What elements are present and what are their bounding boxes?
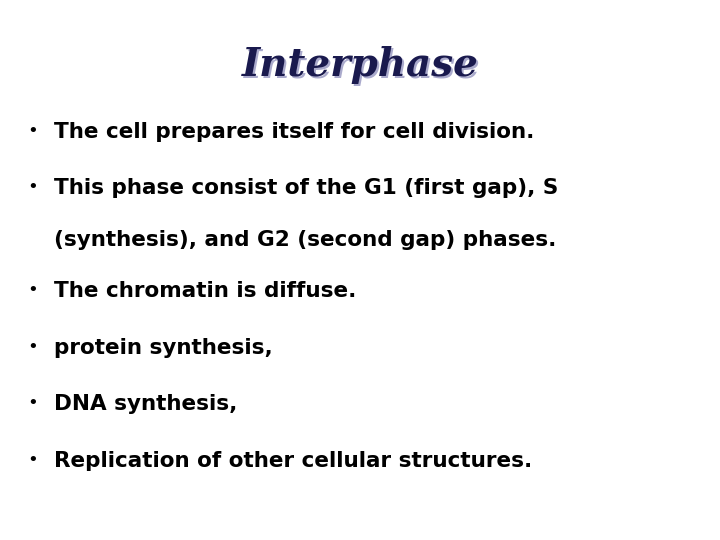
Text: Replication of other cellular structures.: Replication of other cellular structures… xyxy=(54,451,532,471)
Text: The chromatin is diffuse.: The chromatin is diffuse. xyxy=(54,281,356,301)
Text: •: • xyxy=(27,178,37,196)
Text: •: • xyxy=(27,281,37,299)
Text: DNA synthesis,: DNA synthesis, xyxy=(54,394,238,414)
Text: •: • xyxy=(27,338,37,355)
Text: Interphase: Interphase xyxy=(244,48,480,85)
Text: (synthesis), and G2 (second gap) phases.: (synthesis), and G2 (second gap) phases. xyxy=(54,231,557,251)
Text: protein synthesis,: protein synthesis, xyxy=(54,338,273,357)
Text: Interphase: Interphase xyxy=(242,46,478,84)
Text: This phase consist of the G1 (first gap), S: This phase consist of the G1 (first gap)… xyxy=(54,178,559,198)
Text: The cell prepares itself for cell division.: The cell prepares itself for cell divisi… xyxy=(54,122,534,141)
Text: •: • xyxy=(27,451,37,469)
Text: •: • xyxy=(27,394,37,412)
Text: •: • xyxy=(27,122,37,139)
